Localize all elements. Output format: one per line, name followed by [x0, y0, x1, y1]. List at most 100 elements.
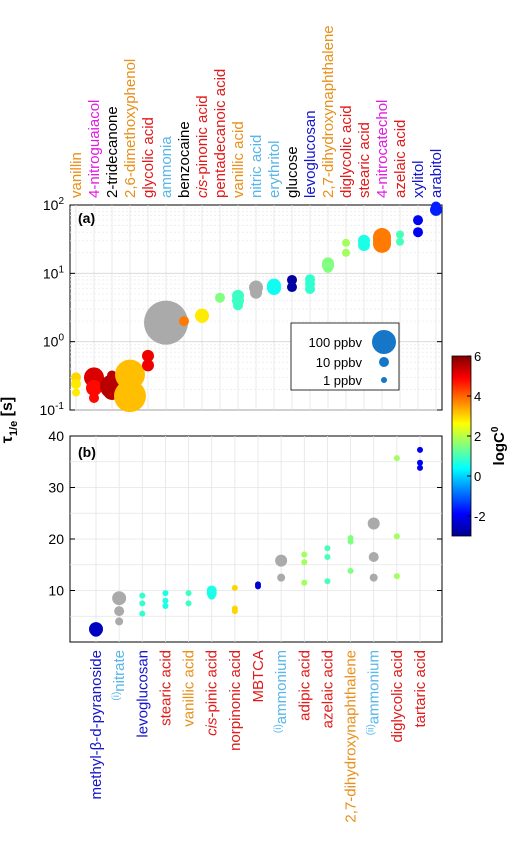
category-label: 2,7-dihydroxynaphthalene: [320, 25, 337, 198]
category-label: azelaic acid: [319, 650, 336, 728]
panel-b-grid: [70, 436, 442, 642]
colorbar-tick-label: 0: [474, 469, 481, 484]
data-point: [72, 388, 80, 397]
y-tick-label: 30: [48, 480, 64, 496]
data-point: [301, 551, 308, 558]
data-point: [417, 446, 423, 453]
data-point: [250, 286, 262, 299]
category-label-italic: cis: [204, 717, 221, 736]
colorbar-ticks: -2 0 2 4 6: [467, 349, 486, 524]
data-point: [139, 592, 146, 599]
data-point: [114, 380, 146, 413]
data-point: [342, 238, 350, 247]
y-tick-label: 102: [43, 196, 65, 213]
size-legend: 100 ppbv 10 ppbv 1 ppbv: [290, 322, 400, 391]
category-label: vanillic acid: [230, 121, 247, 198]
data-point: [301, 579, 308, 586]
data-point: [139, 610, 146, 617]
category-label: nitric acid: [248, 135, 265, 198]
y-tick-label-base: 10: [40, 402, 56, 418]
category-label: 2-tridecanone: [104, 106, 121, 198]
category-label: stearic acid: [157, 650, 174, 726]
colorbar-tick-label: 2: [474, 429, 481, 444]
category-label-rest: -pinonic acid: [194, 95, 211, 179]
y-axis-label-sub: 1/e: [8, 421, 20, 436]
category-label: cis-pinonic acid: [194, 95, 211, 198]
category-label: levoglucosan: [134, 650, 151, 738]
category-label: (i)nitrate: [111, 650, 128, 701]
colorbar-tick-label: -2: [474, 509, 486, 524]
colorbar-label-main: logC: [491, 432, 508, 465]
data-point: [139, 600, 146, 607]
category-label: stearic acid: [356, 122, 373, 198]
category-label: 4-nitroguaiacol: [86, 100, 103, 198]
category-label: cis-pinic acid: [204, 650, 221, 736]
data-point: [90, 624, 102, 637]
colorbar-tick-label: 6: [474, 349, 481, 364]
data-point: [417, 464, 423, 471]
size-legend-marker: [379, 357, 389, 367]
y-tick-label-exp: 2: [58, 196, 64, 207]
data-point: [396, 237, 404, 246]
data-point: [233, 300, 243, 311]
y-axis-label-unit: [s]: [0, 397, 16, 421]
category-label: 4-nitrocatechol: [374, 100, 391, 198]
data-point: [287, 274, 297, 285]
size-legend-label: 1 ppbv: [323, 373, 363, 388]
category-label: benzocaine: [176, 121, 193, 198]
data-point: [413, 215, 423, 226]
colorbar-tick-label: 4: [474, 389, 481, 404]
size-legend-label: 10 ppbv: [316, 355, 363, 370]
data-point: [347, 538, 354, 545]
data-point: [207, 591, 216, 600]
category-label: glycolic acid: [140, 117, 157, 198]
data-point: [277, 573, 286, 582]
data-point: [287, 282, 297, 293]
y-tick-label-base: 10: [43, 265, 59, 281]
category-label: diglycolic acid: [389, 650, 406, 743]
data-point: [324, 578, 331, 585]
y-tick-label: 20: [48, 531, 64, 547]
data-point: [393, 573, 400, 580]
colorbar: -2 0 2 4 6 logC 0: [451, 349, 508, 537]
data-point: [185, 600, 192, 607]
category-label-prefix: (ii): [366, 724, 377, 735]
data-point: [142, 349, 154, 362]
category-label: MBTCA: [250, 650, 267, 703]
category-label: diglycolic acid: [338, 105, 355, 198]
y-tick-label-base: 10: [43, 334, 59, 350]
category-label-rest: ammonium: [366, 650, 383, 724]
category-label: 2,7-dihydroxynaphthalene: [343, 650, 360, 823]
data-point: [89, 392, 99, 403]
category-label: methyl-β-d-pyranoside: [88, 650, 105, 800]
category-label: vanillin: [68, 152, 85, 198]
data-point: [179, 316, 189, 327]
category-label-prefix: (i): [273, 724, 284, 733]
y-tick-label: 40: [48, 428, 64, 444]
y-tick-label-exp: 1: [58, 264, 64, 275]
data-point: [347, 567, 354, 574]
data-point: [162, 590, 169, 597]
category-label: ammonia: [158, 136, 175, 198]
category-label: (i)ammonium: [273, 650, 290, 733]
category-label: vanillic acid: [181, 650, 198, 727]
data-point: [413, 227, 423, 238]
data-point: [417, 459, 423, 466]
data-point: [275, 554, 288, 567]
data-point: [215, 292, 225, 303]
y-tick-label: 101: [43, 264, 65, 281]
data-point: [301, 559, 308, 566]
data-point: [305, 283, 315, 294]
data-point: [255, 583, 261, 590]
data-point: [114, 606, 125, 617]
category-label-rest: ammonium: [273, 650, 290, 724]
category-label: azelaic acid: [392, 120, 409, 198]
y-tick-label: 10: [48, 583, 64, 599]
data-point: [368, 552, 379, 563]
data-point: [369, 573, 378, 582]
panel-b: 10 20 30 40 methyl-β-d-pyranoside (i)nitrate…: [48, 428, 443, 823]
y-axis-label: τ1/e [s]: [0, 397, 20, 443]
